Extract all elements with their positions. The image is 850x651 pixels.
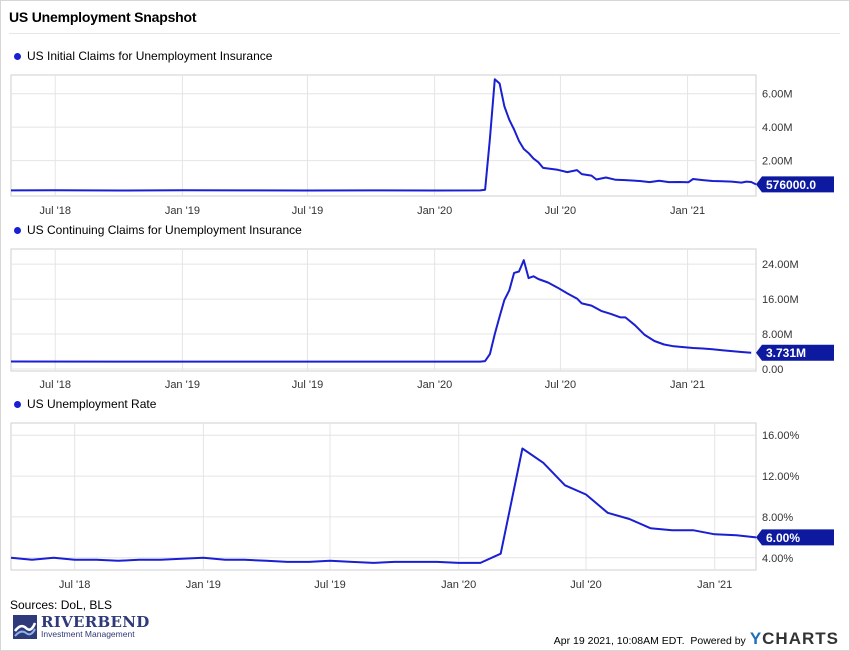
panel-continuing-claims: Jul '18 Jan '19 Jul '19 Jan '20 Jul '20 Jan '…	[9, 248, 840, 398]
x-tick-label: Jan '20	[417, 205, 452, 217]
last-value-badge	[756, 344, 834, 361]
ycharts-logo-text: CHARTS	[762, 629, 839, 648]
y-tick-label: 16.00%	[762, 430, 800, 442]
x-tick-label: Jan '19	[186, 579, 221, 591]
last-value-badge	[756, 529, 834, 546]
x-tick-label: Jan '20	[441, 579, 476, 591]
x-tick-label: Jul '20	[545, 205, 576, 217]
plot-border	[10, 74, 757, 197]
legend-continuing-claims: US Continuing Claims for Unemployment In…	[14, 223, 302, 237]
footer-attribution: Apr 19 2021, 10:08AM EDT. Powered by YCH…	[554, 629, 839, 649]
x-tick-label: Jan '20	[417, 379, 452, 391]
legend-label: US Initial Claims for Unemployment Insur…	[27, 49, 273, 63]
x-tick-label: Jan '21	[670, 379, 705, 391]
x-tick-label: Jul '20	[570, 579, 601, 591]
x-tick-label: Jan '21	[670, 205, 705, 217]
last-value-label: 576000.0	[766, 178, 816, 192]
legend-dot	[14, 52, 21, 60]
x-tick-label: Jul '18	[59, 579, 90, 591]
x-tick-label: Jan '21	[697, 579, 732, 591]
legend-unemployment-rate: US Unemployment Rate	[14, 397, 156, 411]
y-tick-label: 16.00M	[762, 294, 799, 306]
riverbend-logo-icon	[13, 615, 37, 639]
y-tick-label: 8.00M	[762, 329, 793, 341]
sources-note: Sources: DoL, BLS	[10, 598, 113, 612]
panel-initial-claims: Jul '18 Jan '19 Jul '19 Jan '20 Jul '20 Jan '…	[9, 74, 840, 224]
page-title: US Unemployment Snapshot	[9, 9, 197, 25]
series-line	[10, 447, 757, 564]
y-tick-label: 24.00M	[762, 259, 799, 271]
initial-claims-chart: Jul '18 Jan '19 Jul '19 Jan '20 Jul '20 Jan '…	[10, 74, 834, 217]
y-tick-label: 8.00%	[762, 512, 793, 524]
ycharts-logo-y: Y	[749, 629, 763, 648]
x-tick-label: Jul '18	[40, 379, 71, 391]
legend-dot	[14, 226, 21, 234]
series-line	[10, 78, 757, 192]
x-tick-label: Jul '19	[292, 205, 323, 217]
logo-subtitle: Investment Management	[41, 629, 135, 640]
continuing-claims-chart: Jul '18 Jan '19 Jul '19 Jan '20 Jul '20 Jan '…	[10, 248, 834, 391]
x-tick-label: Jul '19	[292, 379, 323, 391]
legend-label: US Unemployment Rate	[27, 397, 157, 411]
logo-word: RIVERBEND	[41, 613, 150, 632]
powered-by: Powered by	[690, 635, 746, 647]
plot-border	[10, 422, 757, 571]
y-tick-label: 6.00M	[762, 89, 793, 101]
last-value-badge	[756, 176, 834, 193]
x-tick-label: Jan '19	[165, 205, 200, 217]
y-tick-label: 4.00%	[762, 553, 793, 565]
x-tick-label: Jul '18	[40, 205, 71, 217]
timestamp: Apr 19 2021, 10:08AM EDT.	[553, 635, 685, 647]
legend-label: US Continuing Claims for Unemployment In…	[27, 223, 302, 237]
last-value-label: 3.731M	[766, 346, 806, 360]
legend-dot	[14, 400, 21, 408]
ycharts-logo: YCHARTS	[750, 629, 839, 649]
legend-initial-claims: US Initial Claims for Unemployment Insur…	[14, 49, 272, 63]
y-tick-label: 12.00%	[762, 471, 800, 483]
panel-unemployment-rate: Jul '18 Jan '19 Jul '19 Jan '20 Jul '20 Jan '…	[9, 422, 840, 597]
x-tick-label: Jul '19	[314, 579, 345, 591]
title-divider	[9, 33, 840, 34]
x-tick-label: Jan '19	[165, 379, 200, 391]
y-tick-label: 0.00	[762, 364, 783, 376]
series-line	[10, 259, 752, 363]
plot-border	[10, 248, 757, 372]
x-tick-label: Jul '20	[545, 379, 576, 391]
last-value-label: 6.00%	[766, 531, 800, 545]
y-tick-label: 4.00M	[762, 122, 793, 134]
riverbend-logo: RIVERBEND Investment Management	[12, 614, 150, 640]
y-tick-label: 2.00M	[762, 156, 793, 168]
unemployment-rate-chart: Jul '18 Jan '19 Jul '19 Jan '20 Jul '20 Jan '…	[10, 422, 834, 591]
